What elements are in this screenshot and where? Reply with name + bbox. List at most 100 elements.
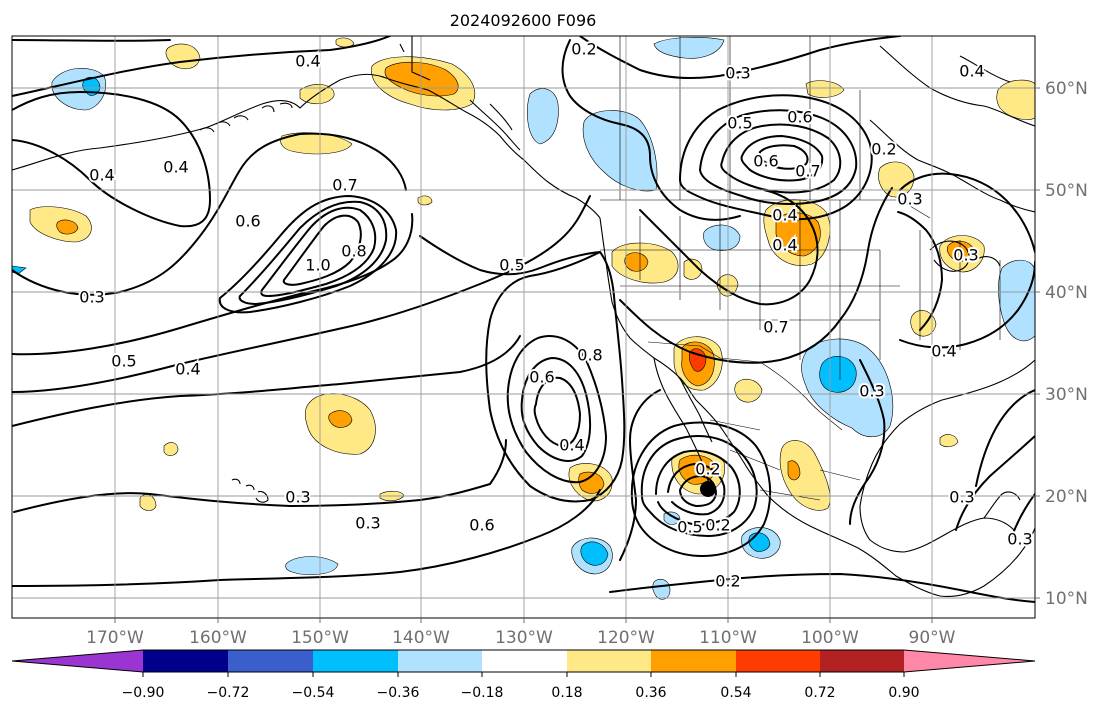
contour-0.3-right (975, 389, 1035, 487)
anomaly-yellow (878, 161, 915, 198)
contour-label: 0.4 (163, 158, 188, 177)
contour-label: 0.4 (295, 52, 320, 71)
contour-1.0-inner (282, 214, 362, 286)
colorbar-tick-label: −0.90 (122, 685, 165, 701)
contour-label: 0.3 (953, 246, 978, 265)
contour-0.4-north (12, 36, 391, 97)
colorbar-tick-label: 0.36 (635, 685, 666, 701)
contour-0.3-lower (13, 483, 491, 513)
colorbar-segment (482, 650, 567, 672)
contour-label: 0.8 (577, 346, 602, 365)
contour-label: 0.8 (341, 242, 366, 261)
contour-0.4-mex-ring (630, 421, 772, 557)
y-tick-label: 10°N (1045, 589, 1088, 609)
contour-0.2-north (12, 39, 171, 42)
anomaly-orange (56, 219, 79, 235)
anomaly-yellow (417, 195, 433, 206)
anomaly-yellow (163, 442, 179, 456)
colorbar: −0.90 −0.72 −0.54 −0.36 −0.18 0.18 0.36 0.54 0.7… (11, 649, 1036, 701)
contour-label: 0.5 (727, 114, 752, 133)
x-tick-label: 170°W (86, 628, 144, 648)
contour-label: 0.2 (695, 460, 720, 479)
x-tick-label: 100°W (801, 628, 859, 648)
x-tick-label: 120°W (597, 628, 655, 648)
contour-0.4-west (12, 195, 591, 393)
colorbar-segment (736, 650, 820, 672)
graticule-lines (12, 36, 1035, 618)
state-borders (600, 200, 1001, 380)
anomaly-yellow (805, 80, 845, 98)
contour-0.3-right-low (1011, 493, 1035, 537)
mexico-states (709, 419, 861, 501)
contour-0.8-inner (260, 206, 377, 297)
contour-label: 0.4 (175, 360, 200, 379)
province-borders (619, 36, 861, 200)
contour-label: 0.7 (795, 162, 820, 181)
contour-label: 0.3 (949, 488, 974, 507)
anomaly-orange (787, 460, 801, 481)
contour-0.3-center-south (489, 439, 507, 485)
contour-0.4-east (619, 187, 893, 364)
coastline-baja (653, 357, 713, 489)
x-tick-label: 110°W (699, 628, 757, 648)
contour-label: 0.2 (715, 572, 740, 591)
x-tick-label: 140°W (392, 628, 450, 648)
coastline-panhandle-inner (469, 99, 521, 151)
anomaly-yellow (779, 440, 831, 511)
contour-label: 0.4 (559, 436, 584, 455)
x-tick-label: 90°W (909, 628, 956, 648)
contour-0.2-east (849, 359, 886, 525)
contour-label: 0.2 (705, 516, 730, 535)
anomaly-yellow (996, 79, 1035, 120)
anomaly-orange (624, 252, 649, 272)
contour-label: 0.3 (355, 514, 380, 533)
contour-0.8-center (520, 357, 592, 462)
contour-label: 0.5 (677, 518, 702, 537)
map-title: 2024092600 F096 (450, 11, 597, 30)
contour-label: 0.5 (499, 256, 524, 275)
contour-0.6-inner (218, 195, 398, 314)
contour-label: 0.3 (79, 288, 104, 307)
contour-labels: 0.40.20.3 0.40.5 0.60.70.60.40.40.20.30.30… (77, 38, 1034, 593)
y-tick-label: 60°N (1045, 79, 1088, 99)
contour-lines (12, 36, 1035, 603)
contour-label: 0.3 (285, 488, 310, 507)
contour-0.3-mid (619, 389, 661, 561)
anomaly-light-blue (285, 556, 339, 575)
contour-label: 0.6 (753, 152, 778, 171)
colorbar-segment (398, 650, 482, 672)
contour-0.2-right (955, 435, 1035, 531)
colorbar-tick-label: 0.18 (551, 685, 582, 701)
contour-label: 0.2 (871, 140, 896, 159)
contour-label: 1.0 (305, 256, 330, 275)
anomaly-light-blue (703, 224, 741, 251)
colorbar-tick-label: 0.54 (720, 685, 751, 701)
colorbar-tick-label: −0.18 (461, 685, 504, 701)
y-tick-label: 20°N (1045, 487, 1088, 507)
colorbar-segment (567, 650, 651, 672)
y-tick-label: 40°N (1045, 283, 1088, 303)
contour-0.9-center (533, 376, 581, 447)
contour-0.7-inner (238, 200, 388, 305)
contour-0.5-mex-ring (640, 435, 758, 537)
anomaly-yellow (734, 378, 763, 403)
contour-label: 0.6 (235, 212, 260, 231)
colorbar-tick-label: 0.72 (804, 685, 835, 701)
colorbar-segment (228, 650, 313, 672)
contour-0.7-mex-ring (667, 463, 726, 516)
contour-label: 0.3 (897, 190, 922, 209)
coastline-yucatan (983, 491, 1021, 519)
contour-1.0-ring (758, 144, 809, 170)
contour-label: 0.6 (469, 516, 494, 535)
contour-label: 0.5 (111, 352, 136, 371)
anomaly-light-blue (653, 37, 725, 59)
coastline-alaska-north (399, 36, 431, 81)
contour-0.6-center (485, 251, 626, 503)
contour-label: 0.7 (763, 318, 788, 337)
latitude-ticks: 60°N 50°N 40°N 30°N 20°N 10°N (1035, 79, 1088, 609)
longitude-ticks: 170°W 160°W 150°W 140°W 130°W 120°W 110°W 100°W… (86, 618, 956, 648)
colorbar-tick-label: 0.90 (888, 685, 919, 701)
contour-0.2-south (609, 573, 1035, 603)
contour-label: 0.3 (1007, 530, 1032, 549)
